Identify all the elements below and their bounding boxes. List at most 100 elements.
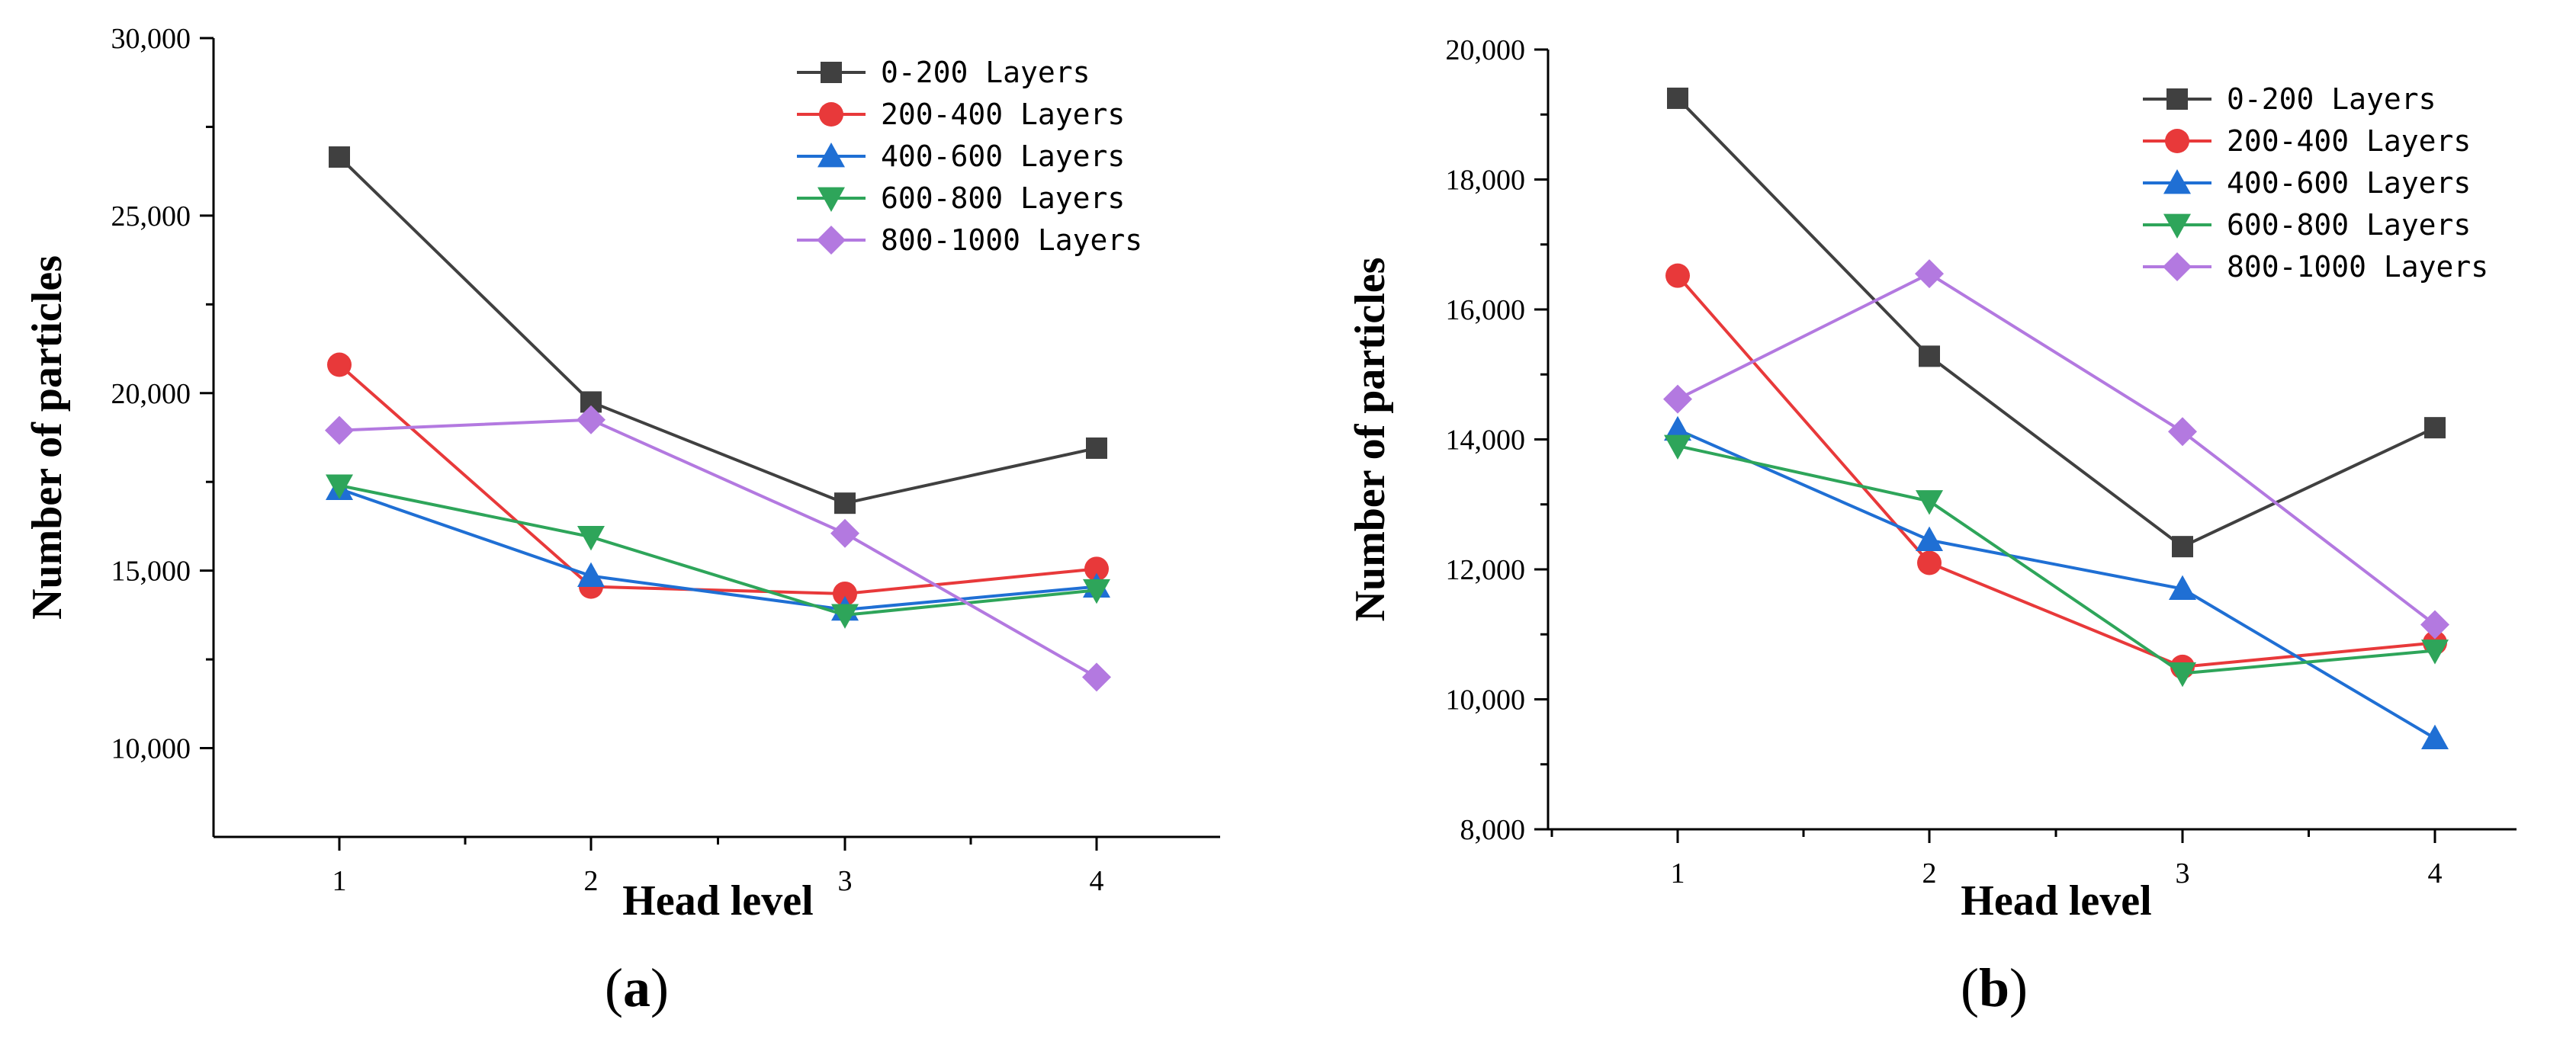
y-tick-label: 12,000 — [1446, 554, 1526, 586]
y-tick-label: 20,000 — [1446, 34, 1526, 66]
legend-marker — [2163, 169, 2191, 194]
legend-label: 400-600 Layers — [2227, 166, 2471, 200]
series-2 — [1664, 415, 2449, 750]
data-point — [1086, 437, 1107, 459]
data-point — [2420, 610, 2449, 640]
data-point — [1083, 579, 1110, 604]
legend-label: 200-400 Layers — [2227, 124, 2471, 158]
data-point — [1916, 526, 1943, 552]
panel-label-paren: ) — [650, 957, 669, 1018]
data-point — [577, 562, 605, 588]
chart-panel-b: 8,000 10,000 12,000 14,000 16,000 18,000 20,00… — [1347, 34, 2517, 1018]
x-tick-label: 3 — [838, 865, 853, 897]
legend-marker — [821, 62, 842, 83]
data-point — [2421, 640, 2449, 665]
series-2 — [326, 475, 1110, 621]
panel-label: (a) — [605, 957, 669, 1018]
series-4 — [1663, 259, 2449, 640]
data-point — [833, 581, 857, 606]
y-tick-label: 10,000 — [111, 733, 191, 765]
legend-label: 0-200 Layers — [2227, 82, 2436, 116]
data-point — [577, 405, 605, 434]
legend-label: 800-1000 Layers — [881, 223, 1142, 257]
series-1 — [327, 352, 1109, 606]
legend-label: 800-1000 Layers — [2227, 250, 2488, 284]
data-point — [1919, 345, 1940, 367]
y-tick-label: 16,000 — [1446, 294, 1526, 326]
chart-panel-a: 10,000 15,000 20,000 25,000 30,000 1 2 3 4 Head l… — [24, 23, 1220, 1018]
y-tick-label: 15,000 — [111, 556, 191, 588]
legend-marker — [2166, 88, 2188, 110]
data-point — [1082, 662, 1111, 692]
legend-label: 600-800 Layers — [2227, 208, 2471, 242]
data-point — [1917, 550, 1942, 575]
data-point — [1663, 384, 1692, 414]
data-point — [327, 352, 352, 377]
data-point — [2172, 536, 2193, 558]
x-tick-label: 2 — [584, 865, 599, 897]
x-tick-label: 2 — [1922, 857, 1937, 890]
legend-marker — [817, 143, 845, 168]
x-tick-label: 1 — [332, 865, 347, 897]
panel-label: (b) — [1961, 957, 2028, 1018]
data-point — [1916, 490, 1943, 515]
x-tick-label: 4 — [1090, 865, 1104, 897]
series-1 — [1665, 263, 2447, 679]
panel-label-letter: b — [1979, 957, 2009, 1018]
data-point — [834, 492, 856, 514]
y-axis-title: Number of particles — [1347, 258, 1394, 622]
legend-label: 400-600 Layers — [881, 139, 1125, 173]
y-tick-label: 25,000 — [111, 200, 191, 232]
panel-label-paren: ( — [605, 957, 623, 1018]
data-point — [831, 604, 859, 629]
series-3 — [326, 474, 1110, 629]
series-line — [1676, 97, 2436, 549]
data-point — [325, 415, 354, 445]
legend: 0-200 Layers 200-400 Layers 400-600 Layers… — [797, 56, 1142, 257]
data-point — [1664, 415, 1691, 441]
legend-marker — [819, 102, 843, 127]
data-point — [2169, 575, 2196, 600]
series-line — [339, 418, 1097, 679]
data-point — [2421, 724, 2449, 750]
data-point — [329, 146, 350, 168]
series-0 — [329, 146, 1107, 514]
series-line — [339, 483, 1097, 617]
series-line — [1677, 428, 2436, 740]
panel-label-paren: ( — [1961, 957, 1979, 1018]
x-tick-label: 1 — [1671, 857, 1685, 890]
data-point — [326, 474, 353, 499]
y-tick-label: 8,000 — [1460, 814, 1526, 846]
panel-label-letter: a — [623, 957, 650, 1018]
legend-marker — [2165, 129, 2189, 153]
data-point — [2169, 662, 2196, 688]
data-point — [577, 526, 605, 551]
series-line — [1676, 274, 2436, 668]
series-4 — [325, 405, 1111, 692]
legend-label: 600-800 Layers — [881, 181, 1125, 215]
legend-marker — [2163, 213, 2191, 239]
x-tick-label: 4 — [2428, 857, 2443, 890]
series-line — [1677, 271, 2436, 627]
data-point — [2424, 417, 2446, 439]
legend-marker — [817, 187, 845, 212]
panel-label-paren: ) — [2009, 957, 2028, 1018]
data-point — [1665, 263, 1690, 288]
legend: 0-200 Layers 200-400 Layers 400-600 Layers… — [2143, 82, 2488, 284]
data-point — [1084, 556, 1109, 582]
series-0 — [1667, 87, 2446, 558]
x-tick-label: 3 — [2176, 857, 2190, 890]
y-tick-label: 18,000 — [1446, 165, 1526, 197]
x-axis-title: Head level — [1961, 877, 2151, 925]
data-point — [2168, 417, 2197, 447]
data-point — [830, 518, 859, 548]
legend-label: 200-400 Layers — [881, 98, 1125, 131]
legend-marker — [817, 226, 846, 255]
series-line — [338, 155, 1097, 505]
series-line — [1677, 444, 2436, 675]
y-tick-label: 30,000 — [111, 23, 191, 55]
data-point — [1915, 259, 1944, 289]
y-tick-label: 20,000 — [111, 378, 191, 410]
data-point — [1667, 87, 1688, 109]
